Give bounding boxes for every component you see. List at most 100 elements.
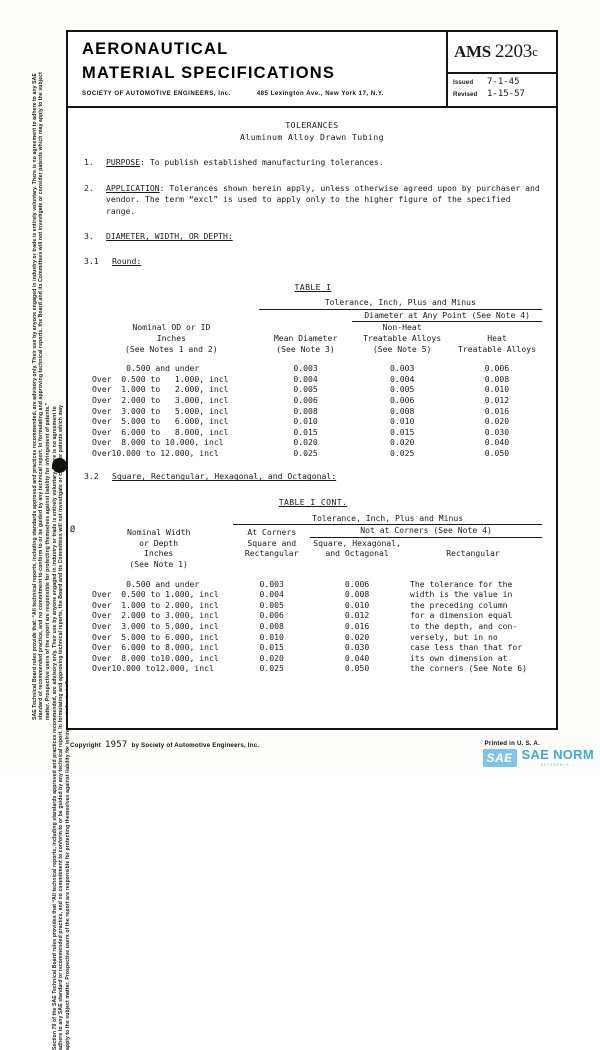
table2-col3-l1: Rectangular xyxy=(446,548,500,559)
ams-number: 2203 xyxy=(494,41,533,62)
punch-hole-mark xyxy=(52,458,67,473)
clause-1-body: PURPOSE: To publish established manufact… xyxy=(106,157,542,169)
table2-cell-not-at-corners: 0.030 xyxy=(344,642,370,653)
sae-logo-text: SAE xyxy=(486,750,513,765)
section-3-1: 3.1 Round: xyxy=(84,256,542,268)
table2-cell-not-at-corners: 0.020 xyxy=(344,631,370,642)
header-address: 485 Lexington Ave., New York 17, N.Y. xyxy=(256,90,384,97)
table2-title: TABLE I CONT. xyxy=(278,497,348,508)
table1-cell-non-heat-treatable: 0.005 xyxy=(389,384,415,395)
clause-2-number: 2. xyxy=(84,182,94,193)
table1-cell-non-heat-treatable: 0.003 xyxy=(389,363,415,374)
table-row: Over 2.000 to 3.000, incl 0.006 0.006 0.012 xyxy=(84,395,542,406)
doc-title: TOLERANCES xyxy=(285,120,339,130)
table2-cell-not-at-corners: 0.008 xyxy=(344,589,370,600)
table2-col3-spacer xyxy=(404,537,542,548)
side-disclaimer-strip: SAE Technical Board rules provide that: … xyxy=(22,60,71,1050)
table-row: 0.500 and under 0.003 0.006 The tolerance f… xyxy=(84,579,542,590)
table-row: Over 2.000 to 3.000, incl 0.006 0.012 for a… xyxy=(84,610,542,621)
table1-cell-heat-treatable: 0.050 xyxy=(484,447,510,458)
table1-cell-non-heat-treatable: 0.015 xyxy=(389,426,415,437)
table-row: Over 6.000 to 8.000, incl 0.015 0.030 case … xyxy=(84,642,542,653)
ams-number-box: AMS 2203 c xyxy=(448,32,556,74)
revised-date: 1-15-57 xyxy=(487,89,525,99)
table2-span-header-row: Ø Tolerance, Inch, Plus and Minus xyxy=(70,512,542,535)
table1-cell-range: Over10.000 to 12.000, incl xyxy=(92,447,219,458)
table2-col2-l3 xyxy=(310,559,404,570)
table1-title: TABLE I xyxy=(294,281,332,292)
table2-cell-range: Over 8.000 to10.000, incl xyxy=(92,652,219,663)
table2-gap xyxy=(84,570,542,579)
table2-marker: Ø xyxy=(70,524,76,535)
table-row: 0.500 and under 0.003 0.003 0.006 xyxy=(84,363,542,374)
table2-cell-at-corners: 0.003 xyxy=(259,578,284,589)
header-right: AMS 2203 c Issued 7-1-45 Revised 1-15-57 xyxy=(446,32,556,106)
table2-cell-not-at-corners: 0.006 xyxy=(344,578,370,589)
copyright-line: Copyright 1957 by Society of Automotive … xyxy=(70,740,259,750)
table1-col0-l1: Nominal OD or ID xyxy=(132,322,211,333)
table1-header-line3: (See Notes 1 and 2) (See Note 3) (See No… xyxy=(84,344,542,355)
table-row: Over 0.500 to 1.000, incl 0.004 0.008 width… xyxy=(84,589,542,600)
table1-cell-heat-treatable: 0.016 xyxy=(484,405,510,416)
table1-cell-mean-diameter: 0.004 xyxy=(293,373,318,384)
date-rows: Issued 7-1-45 Revised 1-15-57 xyxy=(448,74,556,101)
table2-cell-not-at-corners: 0.016 xyxy=(344,621,370,631)
table1-cell-mean-diameter: 0.006 xyxy=(293,394,318,405)
table2-col0-l1: Nominal Width xyxy=(126,526,191,537)
doc-subtitle: Aluminum Alloy Drawn Tubing xyxy=(240,131,384,142)
table2-cell-range: 0.500 and under xyxy=(92,578,200,589)
table1-gap-row xyxy=(84,354,542,363)
clause-3: 3. DIAMETER, WIDTH, OR DEPTH: xyxy=(84,231,542,243)
table1-cell-heat-treatable: 0.008 xyxy=(484,373,510,384)
table2-cell-range: Over 6.000 to 8.000, incl xyxy=(92,642,219,653)
table2-cell-rectangular-note: for a dimension equal xyxy=(410,610,513,621)
table2-cell-range: Over 2.000 to 3.000, incl xyxy=(92,610,219,621)
table2-cell-range: Over 0.500 to 1.000, incl xyxy=(92,589,219,600)
table2-col2-l1: Square, Hexagonal, xyxy=(313,537,401,548)
table1-col3-l1 xyxy=(452,322,542,333)
table1-cell-non-heat-treatable: 0.020 xyxy=(389,437,415,448)
clause-3-heading: DIAMETER, WIDTH, OR DEPTH: xyxy=(106,231,233,242)
table1-spacer xyxy=(84,297,259,309)
table2-cell-rectangular-note: case less than that for xyxy=(410,642,523,653)
table1-cell-heat-treatable: 0.020 xyxy=(484,416,510,427)
table2-cell-rectangular-note: the preceding column xyxy=(410,599,508,610)
side-disclaimer-upper: SAE Technical Board rules provide that: … xyxy=(32,72,51,720)
table-row: Over 3.000 to 5.000, incl 0.008 0.016 to th… xyxy=(84,621,542,632)
table2-cell-at-corners: 0.025 xyxy=(259,663,284,674)
table2-cell-at-corners: 0.020 xyxy=(259,652,284,663)
table2-col1-l3: Rectangular xyxy=(244,548,299,559)
table2-cell-not-at-corners: 0.012 xyxy=(344,610,370,621)
table1-col1-l2: Mean Diameter xyxy=(273,332,338,343)
table1-cell-non-heat-treatable: 0.004 xyxy=(389,373,415,384)
ams-label: AMS xyxy=(454,42,491,61)
table2-cell-rectangular-note: versely, but in no xyxy=(410,631,498,642)
table1-span-header: Tolerance, Inch, Plus and Minus xyxy=(258,297,542,310)
document-frame: AERONAUTICAL MATERIAL SPECIFICATIONS SOC… xyxy=(66,30,558,730)
table2-cell-not-at-corners: 0.050 xyxy=(344,663,370,674)
table2-cell-rectangular-note: width is the value in xyxy=(410,589,513,600)
table1-cell-heat-treatable: 0.006 xyxy=(484,363,510,374)
section-3-2-heading: Square, Rectangular, Hexagonal, and Octa… xyxy=(112,471,337,482)
clause-3-body: DIAMETER, WIDTH, OR DEPTH: xyxy=(106,231,542,243)
table1-cell-mean-diameter: 0.008 xyxy=(293,405,318,416)
table2-subspan-header-row: Nominal Width At Corners Not at Corners … xyxy=(84,524,542,538)
header-organization: SOCIETY OF AUTOMOTIVE ENGINEERS, Inc. xyxy=(82,90,231,97)
table2-header-line2: or Depth Square and Square, Hexagonal, xyxy=(84,537,542,548)
issued-date: 7-1-45 xyxy=(487,77,520,87)
table1-cell-mean-diameter: 0.025 xyxy=(293,447,318,458)
copyright-year: 1957 xyxy=(105,740,128,750)
table2-cell-rectangular-note: The tolerance for the xyxy=(410,578,513,589)
table1-cell-mean-diameter: 0.015 xyxy=(293,426,318,437)
table1-cell-range: Over 5.000 to 6.000, incl xyxy=(92,416,229,427)
table2-cell-at-corners: 0.015 xyxy=(259,642,284,653)
revised-row: Revised 1-15-57 xyxy=(453,89,556,101)
table1-gap xyxy=(84,354,542,363)
table2-col0-l2: or Depth xyxy=(139,537,179,548)
table1-span-header-row: Tolerance, Inch, Plus and Minus xyxy=(84,297,542,310)
table-row: Over 3.000 to 5.000, incl 0.008 0.008 0.016 xyxy=(84,406,542,417)
table1-cell-heat-treatable: 0.040 xyxy=(484,437,510,448)
table1-cell-heat-treatable: 0.010 xyxy=(484,384,510,395)
table1-cell-non-heat-treatable: 0.006 xyxy=(389,394,415,405)
table2-cell-not-at-corners: 0.010 xyxy=(344,599,370,610)
